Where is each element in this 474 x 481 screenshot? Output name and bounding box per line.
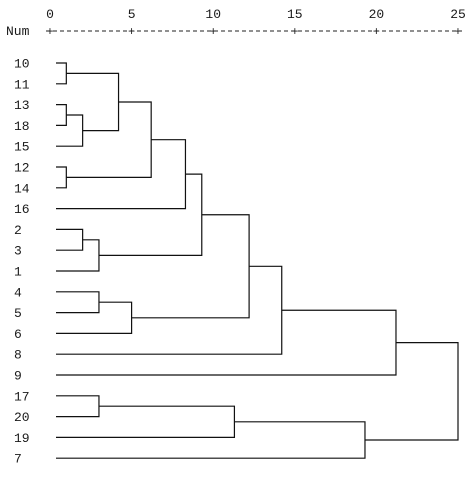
dendrogram-link	[56, 62, 67, 85]
dendrogram-link	[66, 101, 152, 178]
dendrogram-link	[56, 139, 187, 210]
axis-tick-mark: +	[454, 25, 461, 39]
dendrogram-link	[56, 291, 100, 314]
dendrogram-link	[364, 342, 459, 441]
leaf-label: 18	[14, 119, 30, 134]
leaf-label: 15	[14, 140, 30, 155]
dendrogram-link	[56, 301, 133, 334]
dendrogram-link	[131, 214, 250, 319]
dendrogram-link	[56, 114, 84, 147]
dendrogram-link	[56, 265, 283, 355]
leaf-label: 14	[14, 181, 30, 196]
dendrogram-links	[56, 62, 459, 459]
axis-tick-mark: +	[291, 25, 298, 39]
leaf-label: 12	[14, 161, 30, 176]
axis-tick-mark: +	[210, 25, 217, 39]
axis-ticks: 0 +5 +10 +15 +20 +25 +	[46, 7, 466, 39]
leaf-label: 1	[14, 265, 22, 280]
leaf-label: 10	[14, 57, 30, 72]
dendrogram-link	[56, 395, 100, 418]
axis-tick-mark: +	[373, 25, 380, 39]
dendrogram-link	[56, 405, 236, 438]
dendrogram-link	[56, 239, 100, 272]
leaf-label: 7	[14, 452, 22, 467]
leaf-label: 4	[14, 285, 22, 300]
leaf-label: 5	[14, 306, 22, 321]
leaf-label: 13	[14, 98, 30, 113]
leaf-label: 17	[14, 389, 30, 404]
axis-tick-label: 5	[128, 7, 136, 22]
leaf-label: 16	[14, 202, 30, 217]
dendrogram-link	[56, 309, 397, 376]
dendrogram-link	[56, 104, 67, 126]
dendrogram-link	[98, 173, 203, 256]
axis-tick-mark: +	[46, 25, 53, 39]
leaf-label: 19	[14, 431, 30, 446]
dendrogram-link	[56, 228, 84, 251]
axis-tick-label: 25	[450, 7, 466, 22]
leaf-label: 20	[14, 410, 30, 425]
axis-tick-label: 20	[369, 7, 385, 22]
axis-tick-label: 15	[287, 7, 303, 22]
axis-header-label: Num	[6, 24, 30, 39]
leaf-label: 8	[14, 348, 22, 363]
leaf-label: 3	[14, 244, 22, 259]
leaf-label: 6	[14, 327, 22, 342]
leaf-label: 2	[14, 223, 22, 238]
dendrogram-link	[56, 421, 366, 459]
axis-tick-label: 0	[46, 7, 54, 22]
dendrogram-link	[66, 72, 120, 132]
axis-tick-label: 10	[205, 7, 221, 22]
axis-tick-mark: +	[128, 25, 135, 39]
dendrogram-link	[56, 166, 67, 189]
leaf-label: 11	[14, 77, 30, 92]
leaf-label: 9	[14, 369, 22, 384]
